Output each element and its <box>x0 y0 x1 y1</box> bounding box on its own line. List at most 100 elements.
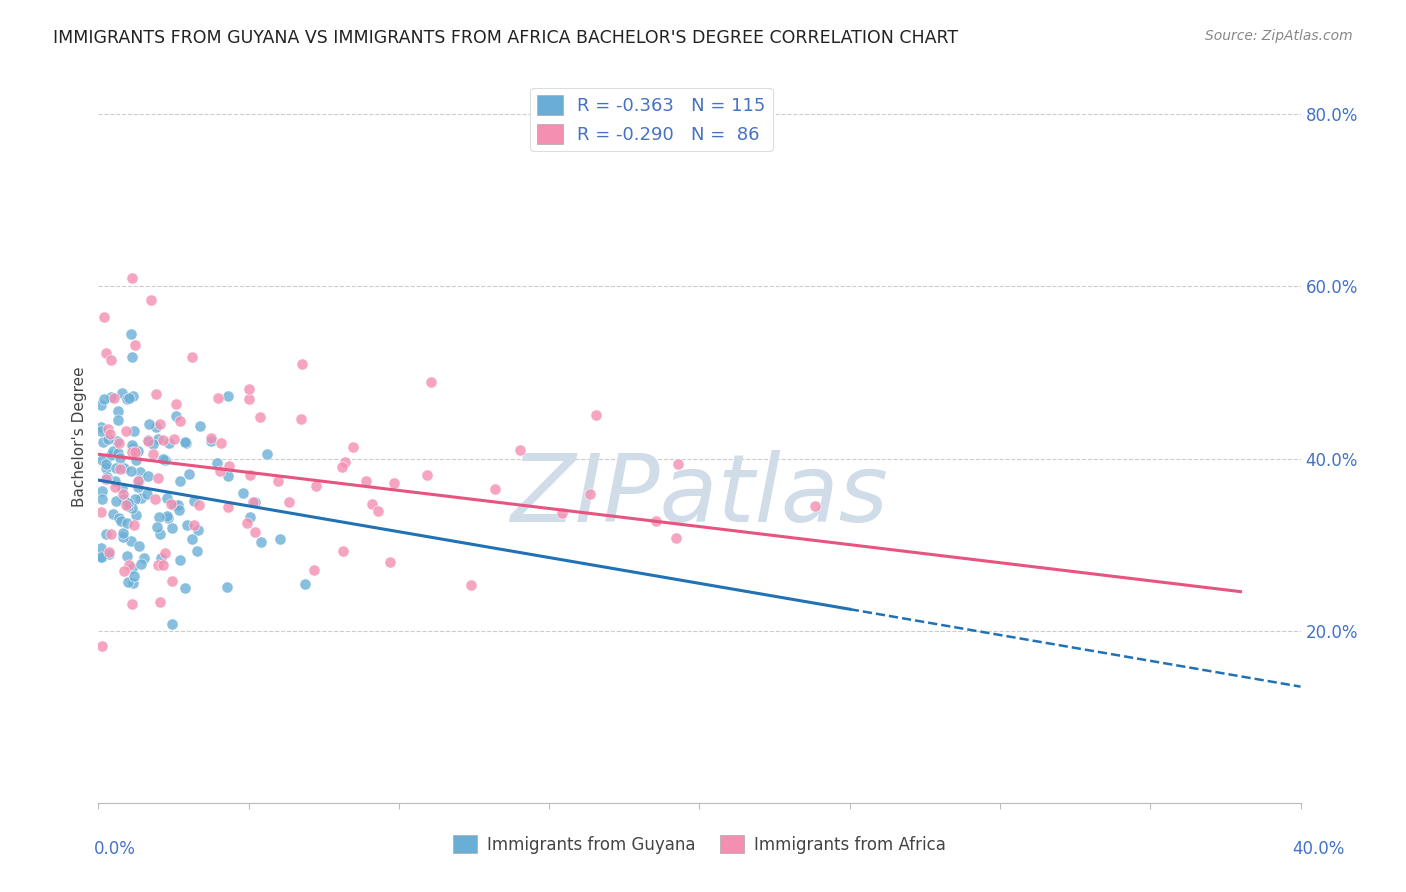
Point <box>98 548 121 562</box>
Point <box>183 517 205 532</box>
Point <box>200 434 222 448</box>
Point <box>101 507 124 521</box>
Point <box>239 468 262 483</box>
Point <box>305 479 328 493</box>
Point <box>153 546 176 560</box>
Point <box>330 460 353 475</box>
Point <box>117 392 139 406</box>
Point <box>143 491 166 506</box>
Point <box>238 382 260 396</box>
Point <box>104 474 127 488</box>
Point <box>139 293 162 308</box>
Point <box>111 481 134 495</box>
Point <box>160 574 183 588</box>
Point <box>332 544 354 558</box>
Point <box>121 575 143 590</box>
Point <box>378 555 401 569</box>
Point <box>136 486 159 500</box>
Point <box>238 392 260 406</box>
Point <box>94 345 117 359</box>
Point <box>93 392 115 406</box>
Point <box>128 540 150 554</box>
Point <box>249 409 271 424</box>
Point <box>180 533 202 547</box>
Point <box>112 492 135 507</box>
Point <box>100 448 122 462</box>
Point <box>149 595 172 609</box>
Point <box>117 391 139 405</box>
Point <box>176 517 198 532</box>
Point <box>121 444 143 458</box>
Point <box>120 464 142 478</box>
Point <box>160 498 183 512</box>
Point <box>97 432 120 446</box>
Point <box>152 452 174 467</box>
Point <box>243 525 266 540</box>
Point <box>579 487 602 501</box>
Point <box>302 563 325 577</box>
Point <box>149 527 172 541</box>
Point <box>666 457 689 471</box>
Point <box>356 475 378 489</box>
Point <box>117 574 139 589</box>
Point <box>121 560 143 574</box>
Point <box>242 494 264 508</box>
Point <box>169 474 191 488</box>
Point <box>96 469 118 483</box>
Point <box>160 521 183 535</box>
Point <box>124 444 146 458</box>
Point <box>90 549 112 564</box>
Point <box>90 491 112 506</box>
Point <box>129 557 152 571</box>
Point <box>152 558 174 572</box>
Point <box>125 452 148 467</box>
Point <box>173 581 195 595</box>
Point <box>665 531 688 545</box>
Point <box>104 461 127 475</box>
Point <box>127 444 149 458</box>
Point <box>121 597 143 611</box>
Point <box>90 541 112 556</box>
Point <box>112 564 135 578</box>
Point <box>156 511 179 525</box>
Point <box>169 414 191 428</box>
Point <box>333 455 356 469</box>
Point <box>294 576 316 591</box>
Point <box>163 433 186 447</box>
Point <box>112 487 135 501</box>
Point <box>118 498 141 512</box>
Point <box>124 518 146 533</box>
Point <box>278 495 301 509</box>
Point <box>207 391 229 405</box>
Point <box>112 526 135 541</box>
Point <box>551 506 574 520</box>
Point <box>367 504 389 518</box>
Point <box>217 468 239 483</box>
Point <box>91 483 114 498</box>
Point <box>103 391 125 405</box>
Point <box>94 527 117 541</box>
Point <box>460 577 482 591</box>
Point <box>131 491 153 505</box>
Point <box>267 475 290 489</box>
Point <box>149 551 172 566</box>
Point <box>148 558 170 572</box>
Text: IMMIGRANTS FROM GUYANA VS IMMIGRANTS FROM AFRICA BACHELOR'S DEGREE CORRELATION C: IMMIGRANTS FROM GUYANA VS IMMIGRANTS FRO… <box>53 29 959 46</box>
Point <box>98 427 121 442</box>
Point <box>644 514 666 528</box>
Point <box>232 485 254 500</box>
Point <box>120 326 142 341</box>
Point <box>107 436 129 450</box>
Point <box>215 580 238 594</box>
Point <box>155 453 177 467</box>
Point <box>209 436 232 450</box>
Point <box>121 500 143 515</box>
Point <box>118 558 141 572</box>
Point <box>180 351 202 365</box>
Point <box>91 434 114 449</box>
Point <box>174 436 197 450</box>
Point <box>217 389 239 403</box>
Y-axis label: Bachelor's Degree: Bachelor's Degree <box>72 367 87 508</box>
Point <box>167 502 190 516</box>
Point <box>145 520 167 534</box>
